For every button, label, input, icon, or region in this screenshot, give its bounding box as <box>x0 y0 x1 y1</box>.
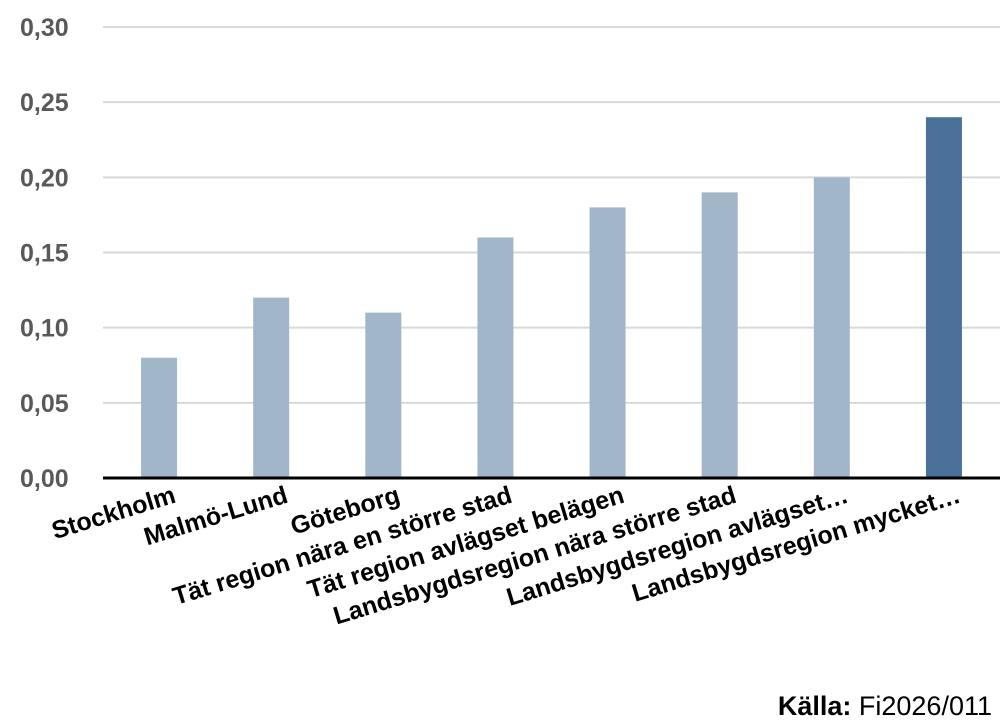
y-tick-label: 0,05 <box>20 390 69 418</box>
y-tick-label: 0,25 <box>20 89 69 117</box>
bar <box>253 297 290 478</box>
bar <box>141 357 178 478</box>
bar <box>925 117 962 478</box>
y-tick-label: 0,20 <box>20 164 69 192</box>
y-axis-ticks: 0,00 0,05 0,10 0,15 0,20 0,25 0,30 <box>20 14 69 493</box>
y-tick-label: 0,00 <box>20 465 69 493</box>
source-text: Fi2026/011 <box>858 691 992 721</box>
source-note: Källa: Fi2026/011 <box>778 691 992 722</box>
bar <box>365 312 402 478</box>
bar <box>701 192 738 478</box>
y-tick-label: 0,30 <box>20 14 69 42</box>
grid-lines <box>103 26 1000 404</box>
y-tick-label: 0,15 <box>20 240 69 268</box>
y-tick-label: 0,10 <box>20 315 69 343</box>
bar <box>589 207 626 478</box>
bars <box>141 117 962 479</box>
bar <box>477 237 514 478</box>
bar <box>813 177 850 479</box>
source-label: Källa: <box>777 691 852 721</box>
